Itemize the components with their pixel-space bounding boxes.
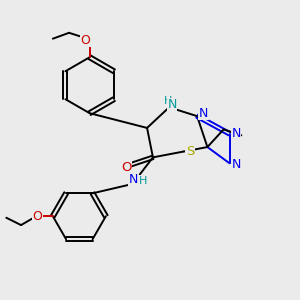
- Text: O: O: [80, 34, 90, 47]
- Text: O: O: [121, 161, 132, 174]
- Text: H: H: [164, 96, 172, 106]
- Text: N: N: [167, 98, 177, 111]
- Text: H: H: [139, 176, 147, 186]
- Text: O: O: [32, 210, 42, 223]
- Text: N: N: [199, 107, 208, 120]
- Text: S: S: [186, 145, 194, 158]
- Text: N: N: [231, 127, 241, 140]
- Text: N: N: [129, 173, 139, 186]
- Text: N: N: [231, 158, 241, 171]
